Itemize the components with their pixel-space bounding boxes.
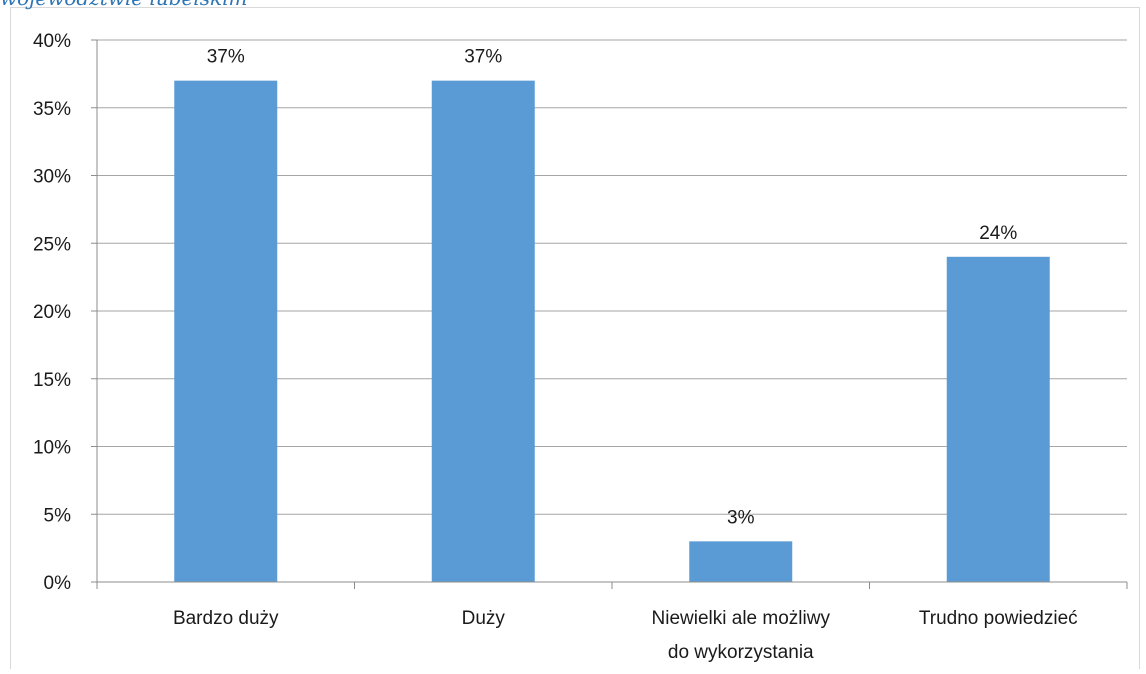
y-tick-label: 15% — [33, 370, 71, 391]
category-label: Duży — [462, 608, 506, 629]
y-tick-label: 30% — [33, 167, 71, 188]
data-label: 37% — [207, 47, 245, 68]
chart-frame — [10, 7, 1140, 669]
category-label: do wykorzystania — [668, 642, 814, 663]
chart-caption-cropped: wojewodztwie lubelskim — [0, 0, 248, 10]
y-tick-label: 25% — [33, 234, 71, 255]
y-tick-label: 10% — [33, 438, 71, 459]
y-axis-ticks: 0% 5% 10% 15% 20% 25% 30% 35% 40% — [33, 31, 97, 594]
axes — [96, 40, 1128, 589]
bar — [431, 80, 535, 583]
bars — [174, 80, 1050, 583]
y-tick-label: 5% — [44, 505, 72, 526]
y-tick-label: 40% — [33, 31, 71, 52]
category-label: Bardzo duży — [173, 608, 279, 629]
bar — [689, 541, 793, 582]
bar — [946, 256, 1050, 582]
y-tick-label: 35% — [33, 99, 71, 120]
y-tick-label: 0% — [44, 573, 72, 594]
category-label: Trudno powiedzieć — [919, 608, 1078, 629]
data-labels: 37% 37% 3% 24% — [207, 47, 1018, 529]
data-label: 24% — [979, 223, 1017, 244]
y-tick-label: 20% — [33, 302, 71, 323]
data-label: 3% — [727, 507, 755, 528]
x-axis-categories: Bardzo duży Duży Niewielki ale możliwy do w… — [173, 608, 1078, 663]
category-label: Niewielki ale możliwy — [652, 608, 831, 629]
data-label: 37% — [464, 47, 502, 68]
bar — [174, 80, 278, 583]
